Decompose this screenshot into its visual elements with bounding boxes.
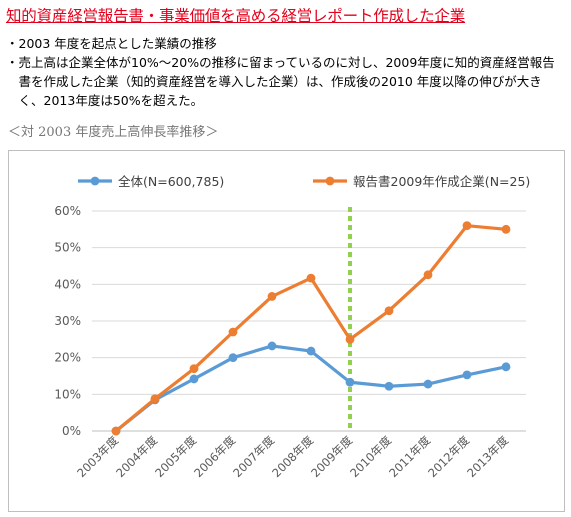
data-point (462, 221, 472, 231)
data-point (501, 224, 511, 234)
x-tick-label: 2011年度 (386, 433, 433, 480)
legend-marker (90, 176, 100, 186)
data-point (384, 306, 394, 316)
x-tick-label: 2010年度 (347, 433, 394, 480)
chart-frame (8, 150, 565, 512)
data-point (228, 327, 238, 337)
line-chart: 0%10%20%30%40%50%60%2003年度2004年度2005年度20… (54, 174, 530, 480)
y-tick-label: 40% (54, 277, 81, 291)
x-tick-label: 2003年度 (74, 433, 121, 480)
data-point (150, 394, 160, 404)
bullet-item: ・ 2003 年度を起点とした業績の推移 (6, 34, 566, 53)
x-tick-label: 2005年度 (152, 433, 199, 480)
legend-label: 全体(N=600,785) (118, 174, 224, 189)
data-point (306, 273, 316, 283)
data-point (228, 353, 238, 363)
data-point (345, 377, 355, 387)
x-tick-label: 2012年度 (425, 433, 472, 480)
data-point (306, 346, 316, 356)
page-title: 知的資産経営報告書・事業価値を高める経営レポート作成した企業 (6, 7, 466, 25)
y-tick-label: 50% (54, 241, 81, 255)
y-tick-label: 30% (54, 314, 81, 328)
data-point (423, 270, 433, 280)
data-point (267, 292, 277, 301)
bullet-list: ・ 2003 年度を起点とした業績の推移 ・ 売上高は企業全体が10%〜20%の… (6, 34, 566, 110)
bullet-text: 2003 年度を起点とした業績の推移 (18, 36, 217, 51)
bullet-item: ・ 売上高は企業全体が10%〜20%の推移に留まっているのに対し、2009年度に… (6, 53, 566, 110)
data-point (111, 426, 121, 436)
bullet-text: 売上高は企業全体が10%〜20%の推移に留まっているのに対し、2009年度に知的… (18, 55, 555, 108)
y-tick-label: 10% (54, 387, 81, 401)
data-point (189, 364, 199, 374)
y-tick-label: 60% (54, 204, 81, 218)
x-tick-label: 2004年度 (113, 433, 160, 480)
data-point (462, 370, 472, 380)
x-tick-label: 2007年度 (230, 433, 277, 480)
data-point (501, 362, 511, 372)
series-line-1 (114, 224, 508, 433)
data-point (423, 379, 433, 389)
data-point (345, 334, 355, 344)
x-tick-label: 2009年度 (308, 433, 355, 480)
data-point (189, 374, 199, 384)
y-tick-label: 20% (54, 351, 81, 365)
data-point (267, 341, 277, 351)
x-tick-label: 2013年度 (464, 433, 511, 480)
y-tick-label: 0% (62, 424, 81, 438)
x-tick-label: 2008年度 (269, 433, 316, 480)
legend-label: 報告書2009年作成企業(N=25) (353, 174, 530, 189)
chart-subtitle: ＜対 2003 年度売上高伸長率推移＞ (8, 125, 219, 140)
bullet-mark: ・ (6, 36, 19, 51)
data-point (384, 381, 394, 391)
legend-marker (325, 176, 335, 186)
series-line-0 (114, 344, 508, 433)
bullet-mark: ・ (6, 55, 19, 70)
x-tick-label: 2006年度 (191, 433, 238, 480)
